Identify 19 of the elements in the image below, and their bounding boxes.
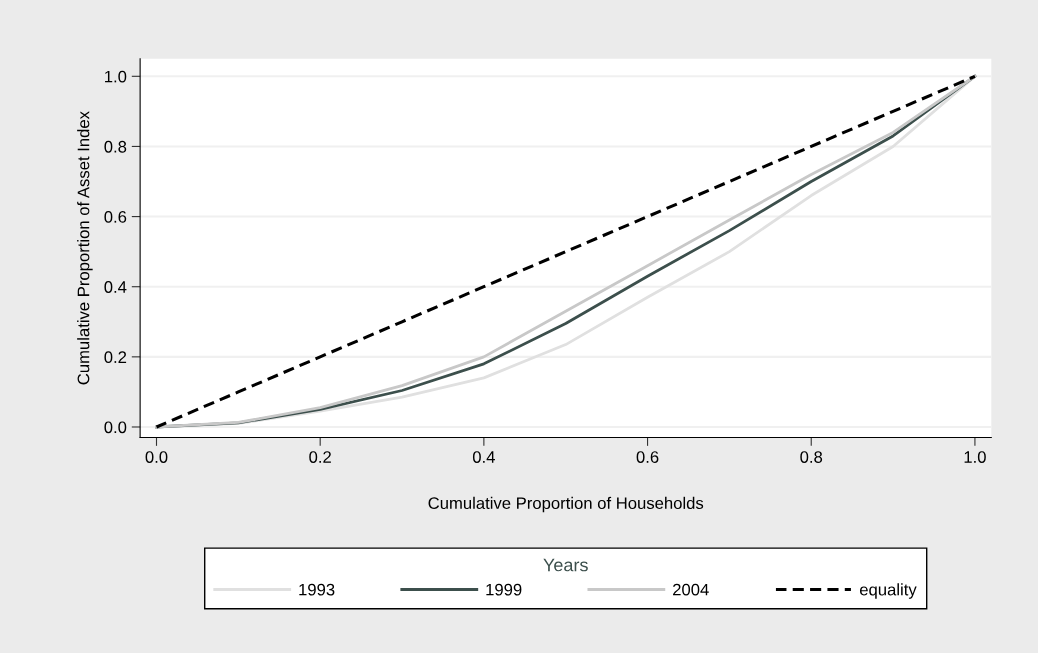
legend-label: 2004: [673, 583, 709, 596]
y-tick-label: 0.6: [104, 210, 127, 223]
x-tick-label: 0.2: [309, 451, 331, 463]
y-tick-label: 0.4: [104, 281, 127, 293]
x-tick-label: 0.0: [145, 451, 168, 463]
legend-label: 1999: [486, 583, 522, 596]
x-tick-label: 0.8: [800, 451, 823, 463]
legend-label: equality: [859, 583, 917, 599]
y-tick-label: 1.0: [105, 70, 127, 83]
x-tick-label: 0.6: [636, 451, 659, 463]
x-axis-title: Cumulative Proportion of Households: [428, 496, 704, 513]
y-tick-label: 0.0: [104, 421, 127, 434]
y-tick-label: 0.8: [104, 140, 127, 153]
y-axis-title: Cumulative Proportion of Asset Index: [77, 111, 93, 385]
y-tick-label: 0.2: [104, 351, 127, 364]
x-tick-label: 0.4: [472, 451, 495, 463]
legend-label: 1993: [299, 583, 335, 596]
x-tick-label: 1.0: [964, 451, 986, 463]
legend-title: Years: [543, 558, 588, 572]
